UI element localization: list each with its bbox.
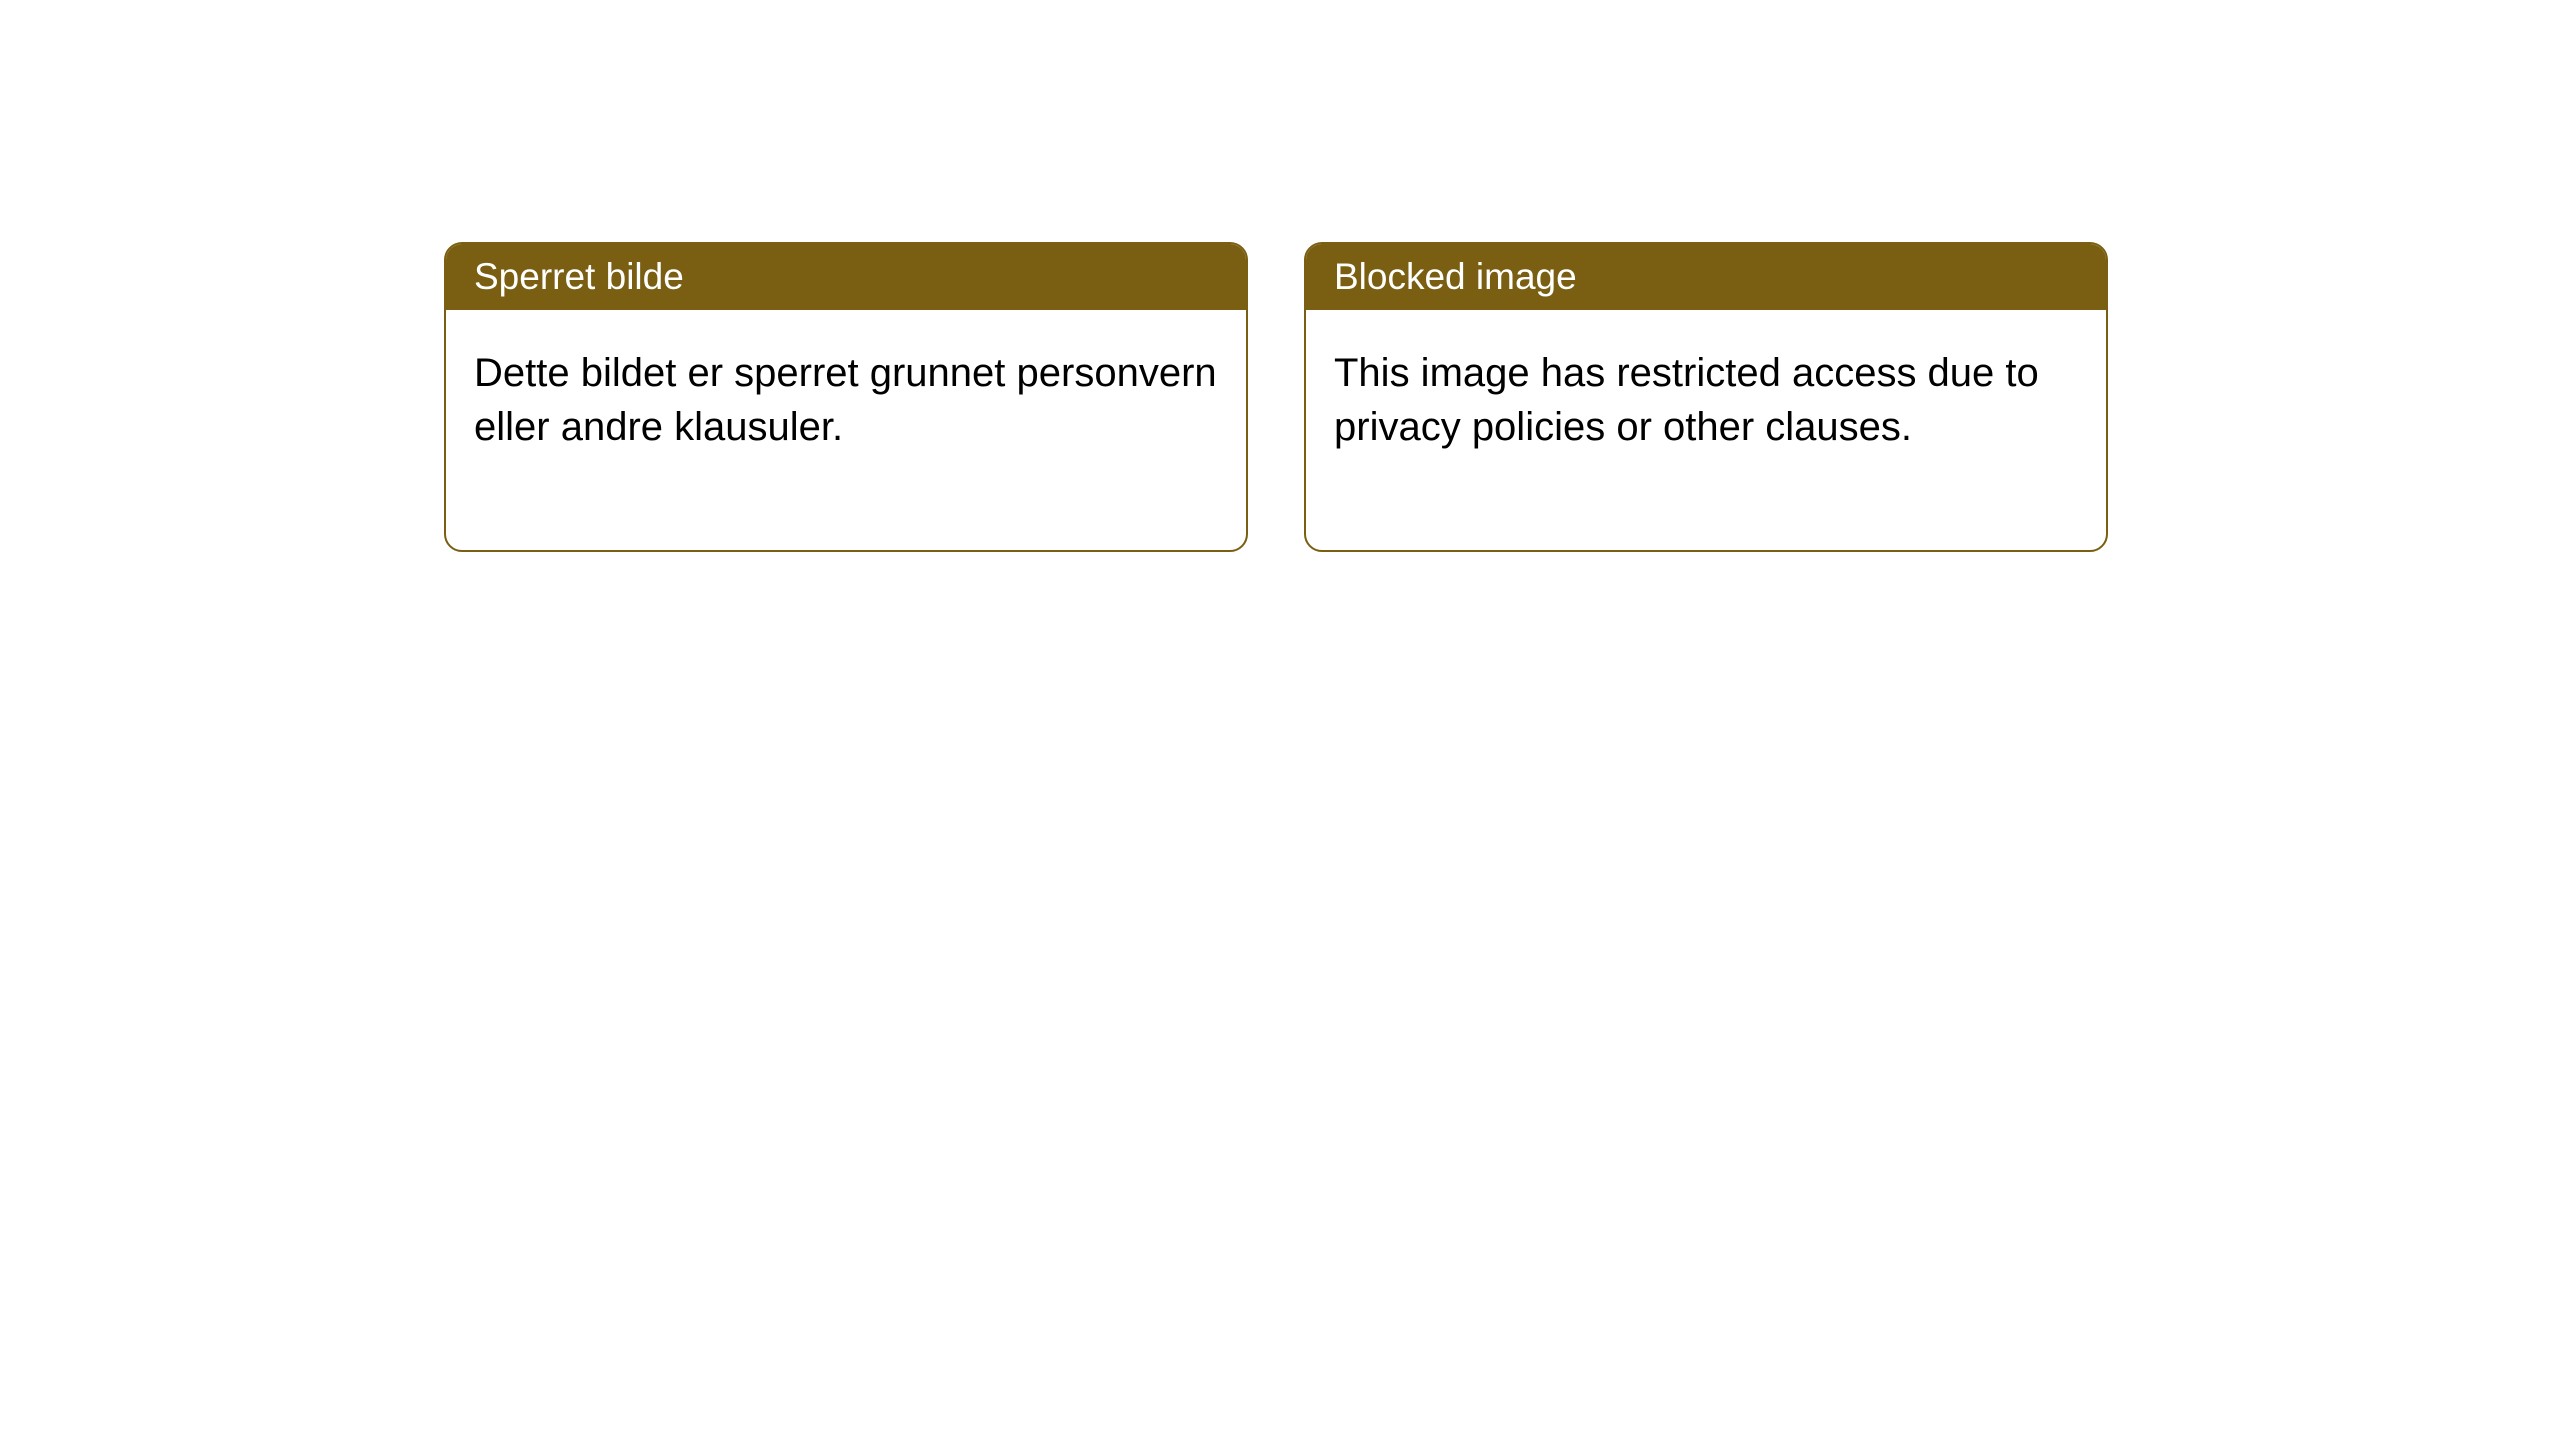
card-header-no: Sperret bilde [446,244,1246,310]
blocked-image-card-no: Sperret bilde Dette bildet er sperret gr… [444,242,1248,552]
card-body-en: This image has restricted access due to … [1306,310,2106,550]
notice-container: Sperret bilde Dette bildet er sperret gr… [0,0,2560,552]
card-title-no: Sperret bilde [474,256,684,297]
card-header-en: Blocked image [1306,244,2106,310]
card-message-no: Dette bildet er sperret grunnet personve… [474,351,1217,449]
blocked-image-card-en: Blocked image This image has restricted … [1304,242,2108,552]
card-title-en: Blocked image [1334,256,1577,297]
card-body-no: Dette bildet er sperret grunnet personve… [446,310,1246,550]
card-message-en: This image has restricted access due to … [1334,351,2039,449]
